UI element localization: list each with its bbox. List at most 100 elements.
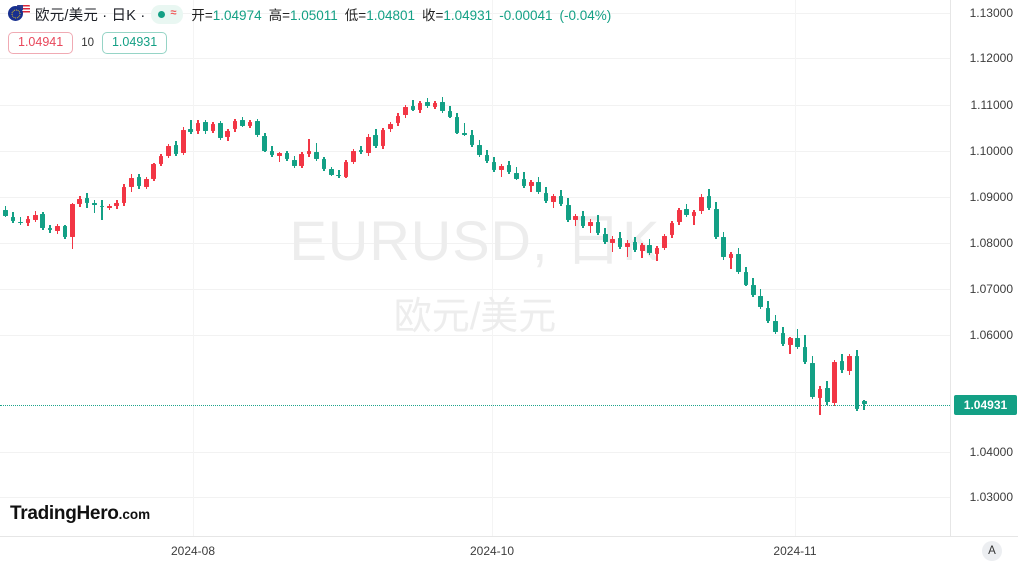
candle-body bbox=[366, 136, 371, 153]
candle-body bbox=[565, 204, 571, 220]
gridline-h bbox=[0, 243, 950, 244]
candle-body bbox=[610, 238, 615, 243]
candle-body bbox=[595, 221, 601, 234]
price-tick-label: 1.03000 bbox=[969, 490, 1013, 504]
candle-body bbox=[425, 101, 430, 107]
candle-body bbox=[780, 332, 786, 345]
symbol-title[interactable]: 欧元/美元 · 日K · bbox=[35, 7, 146, 24]
gridline-h bbox=[0, 197, 950, 198]
candle-wick bbox=[337, 170, 340, 178]
legend-primary-row: 欧元/美元 · 日K · ≈ 开=1.04974 高=1.05011 低=1.048… bbox=[8, 0, 948, 28]
price-tick-label: 1.13000 bbox=[969, 6, 1013, 20]
candle-body bbox=[691, 211, 697, 216]
candle-body bbox=[181, 129, 186, 154]
candle-body bbox=[292, 159, 297, 166]
candle-body bbox=[277, 153, 282, 156]
candle-body bbox=[580, 215, 586, 226]
gridline-v bbox=[193, 0, 194, 536]
candle-body bbox=[477, 145, 482, 155]
candle-body bbox=[166, 145, 171, 156]
chart-plot-area[interactable]: EURUSD, 日K 欧元/美元 bbox=[0, 0, 950, 536]
candle-wick bbox=[611, 236, 614, 253]
live-status-dot bbox=[158, 10, 166, 18]
candle-body bbox=[284, 152, 290, 160]
candle-body bbox=[632, 242, 638, 251]
candle-body bbox=[129, 178, 134, 188]
candle-body bbox=[721, 237, 726, 258]
candle-body bbox=[99, 205, 105, 208]
candle-body bbox=[77, 199, 82, 204]
gridline-h bbox=[0, 151, 950, 152]
candle-body bbox=[454, 117, 460, 133]
candle-wick bbox=[411, 99, 414, 112]
time-axis[interactable]: 2024-08 2024-10 2024-11 A bbox=[0, 536, 1018, 565]
candle-body bbox=[70, 204, 75, 238]
time-tick-label: 2024-11 bbox=[773, 544, 817, 558]
open-value: 1.04974 bbox=[212, 8, 262, 23]
candle-body bbox=[10, 216, 16, 222]
candle-body bbox=[639, 245, 645, 251]
candle-body bbox=[195, 122, 201, 132]
candle-body bbox=[862, 401, 867, 404]
price-tick-label: 1.07000 bbox=[969, 282, 1013, 296]
change-percent: (-0.04%) bbox=[559, 8, 612, 23]
candle-body bbox=[558, 195, 564, 205]
upper-band-badge[interactable]: 1.04941 bbox=[8, 32, 74, 54]
candle-body bbox=[158, 156, 164, 164]
open-label: 开= bbox=[191, 8, 213, 23]
brand-logo: TradingHero.com bbox=[10, 503, 150, 525]
candle-wick bbox=[93, 200, 96, 214]
time-tick-label: 2024-08 bbox=[170, 544, 216, 558]
candle-body bbox=[321, 159, 327, 169]
candle-body bbox=[602, 233, 608, 243]
candle-body bbox=[173, 144, 179, 154]
candle-body bbox=[269, 151, 275, 156]
candle-body bbox=[144, 178, 149, 187]
candle-body bbox=[514, 172, 519, 179]
high-value: 1.05011 bbox=[289, 8, 338, 23]
candle-wick bbox=[589, 219, 592, 234]
price-tick-label: 1.10000 bbox=[969, 144, 1013, 158]
price-tick-label: 1.06000 bbox=[969, 328, 1013, 342]
candle-body bbox=[299, 154, 305, 167]
auto-scale-button[interactable]: A bbox=[982, 541, 1002, 561]
candle-wick bbox=[308, 138, 310, 157]
candle-body bbox=[25, 219, 31, 224]
brand-name: TradingHero bbox=[10, 503, 119, 524]
candle-body bbox=[676, 209, 682, 222]
candle-body bbox=[417, 102, 423, 111]
candle-body bbox=[854, 355, 860, 409]
candle-body bbox=[3, 209, 8, 216]
gridline-h bbox=[0, 58, 950, 59]
indicator-period-label[interactable]: 10 bbox=[81, 37, 94, 49]
ohlc-readout: 开=1.04974 高=1.05011 低=1.04801 收=1.04931 -0.0… bbox=[191, 4, 611, 24]
candle-body bbox=[699, 196, 704, 212]
status-pill[interactable]: ≈ bbox=[151, 4, 184, 24]
candle-body bbox=[210, 124, 216, 131]
candle-body bbox=[84, 198, 90, 203]
gridline-h bbox=[0, 497, 950, 498]
candle-wick bbox=[789, 336, 792, 354]
wave-icon: ≈ bbox=[170, 6, 177, 19]
candle-body bbox=[810, 362, 815, 398]
time-tick-label: 2024-10 bbox=[469, 544, 515, 558]
lower-band-badge[interactable]: 1.04931 bbox=[101, 32, 168, 54]
candle-body bbox=[262, 135, 268, 151]
candle-wick bbox=[278, 151, 281, 162]
candle-body bbox=[743, 272, 749, 285]
current-price-label: 1.04931 bbox=[954, 395, 1017, 415]
candle-body bbox=[551, 196, 556, 202]
candle-wick bbox=[626, 240, 629, 258]
candle-body bbox=[55, 225, 60, 231]
candle-wick bbox=[641, 243, 644, 259]
candle-body bbox=[469, 135, 475, 145]
candle-body bbox=[62, 226, 68, 237]
candle-wick bbox=[656, 246, 658, 262]
candle-body bbox=[765, 307, 771, 321]
candle-body bbox=[462, 133, 467, 135]
price-tick-label: 1.08000 bbox=[969, 236, 1013, 250]
price-axis[interactable]: 1.13000 1.12000 1.11000 1.10000 1.09000 1.080… bbox=[950, 0, 1018, 536]
candle-body bbox=[773, 321, 778, 333]
gridline-h bbox=[0, 105, 950, 106]
candlestick-series bbox=[3, 97, 867, 415]
